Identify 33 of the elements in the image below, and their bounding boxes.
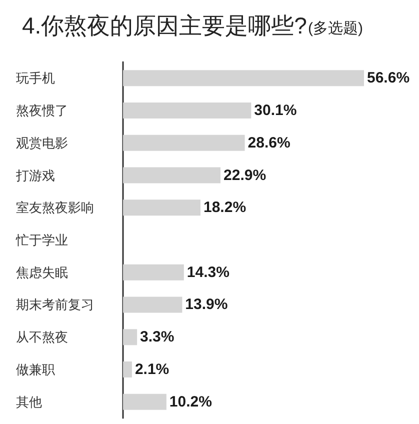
data-label: 30.1% <box>254 102 297 120</box>
y-tick-label: 熬夜惯了 <box>16 103 68 118</box>
bar <box>123 394 166 410</box>
chart-title: 4.你熬夜的原因主要是哪些? <box>22 12 307 38</box>
data-label: 28.6% <box>248 134 290 152</box>
bar <box>123 200 200 216</box>
y-tick-label: 室友熬夜影响 <box>16 200 94 216</box>
bar <box>123 264 184 280</box>
chart-subtitle: (多选题) <box>308 20 363 37</box>
y-tick-label: 其他 <box>16 394 42 410</box>
bar <box>123 70 364 86</box>
y-tick-label: 从不熬夜 <box>16 330 68 345</box>
data-label: 3.3% <box>140 328 174 346</box>
y-tick-label: 期末考前复习 <box>16 297 94 312</box>
y-tick-label: 忙于学业 <box>15 232 68 248</box>
data-label: 14.3% <box>186 264 230 281</box>
bar <box>123 329 138 346</box>
bar <box>123 361 132 378</box>
data-label: 56.6% <box>367 70 410 87</box>
bar <box>123 102 252 119</box>
data-label: 10.2% <box>169 393 212 410</box>
data-label: 2.1% <box>134 360 170 378</box>
y-tick-label: 打游戏 <box>15 168 55 183</box>
bar <box>123 167 221 184</box>
y-tick-label: 观赏电影 <box>16 135 68 150</box>
data-label: 18.2% <box>203 199 246 216</box>
bar <box>123 296 182 313</box>
data-label: 13.9% <box>185 296 228 314</box>
y-tick-label: 焦虑失眠 <box>16 264 68 280</box>
bar <box>123 134 245 151</box>
y-tick-label: 做兼职 <box>16 362 55 377</box>
data-label: 22.9% <box>224 166 266 184</box>
y-tick-label: 玩手机 <box>16 70 55 86</box>
